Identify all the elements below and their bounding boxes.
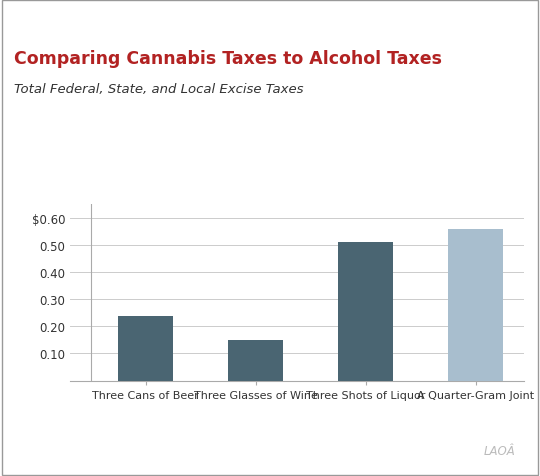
Text: Figure 2: Figure 2 [14,12,76,25]
Bar [338,243,393,381]
Text: LAOÂ: LAOÂ [484,444,516,457]
Bar [118,316,173,381]
Bar [448,229,503,381]
Text: Total Federal, State, and Local Excise Taxes: Total Federal, State, and Local Excise T… [14,83,303,96]
Bar [228,340,284,381]
Text: Comparing Cannabis Taxes to Alcohol Taxes: Comparing Cannabis Taxes to Alcohol Taxe… [14,50,442,68]
